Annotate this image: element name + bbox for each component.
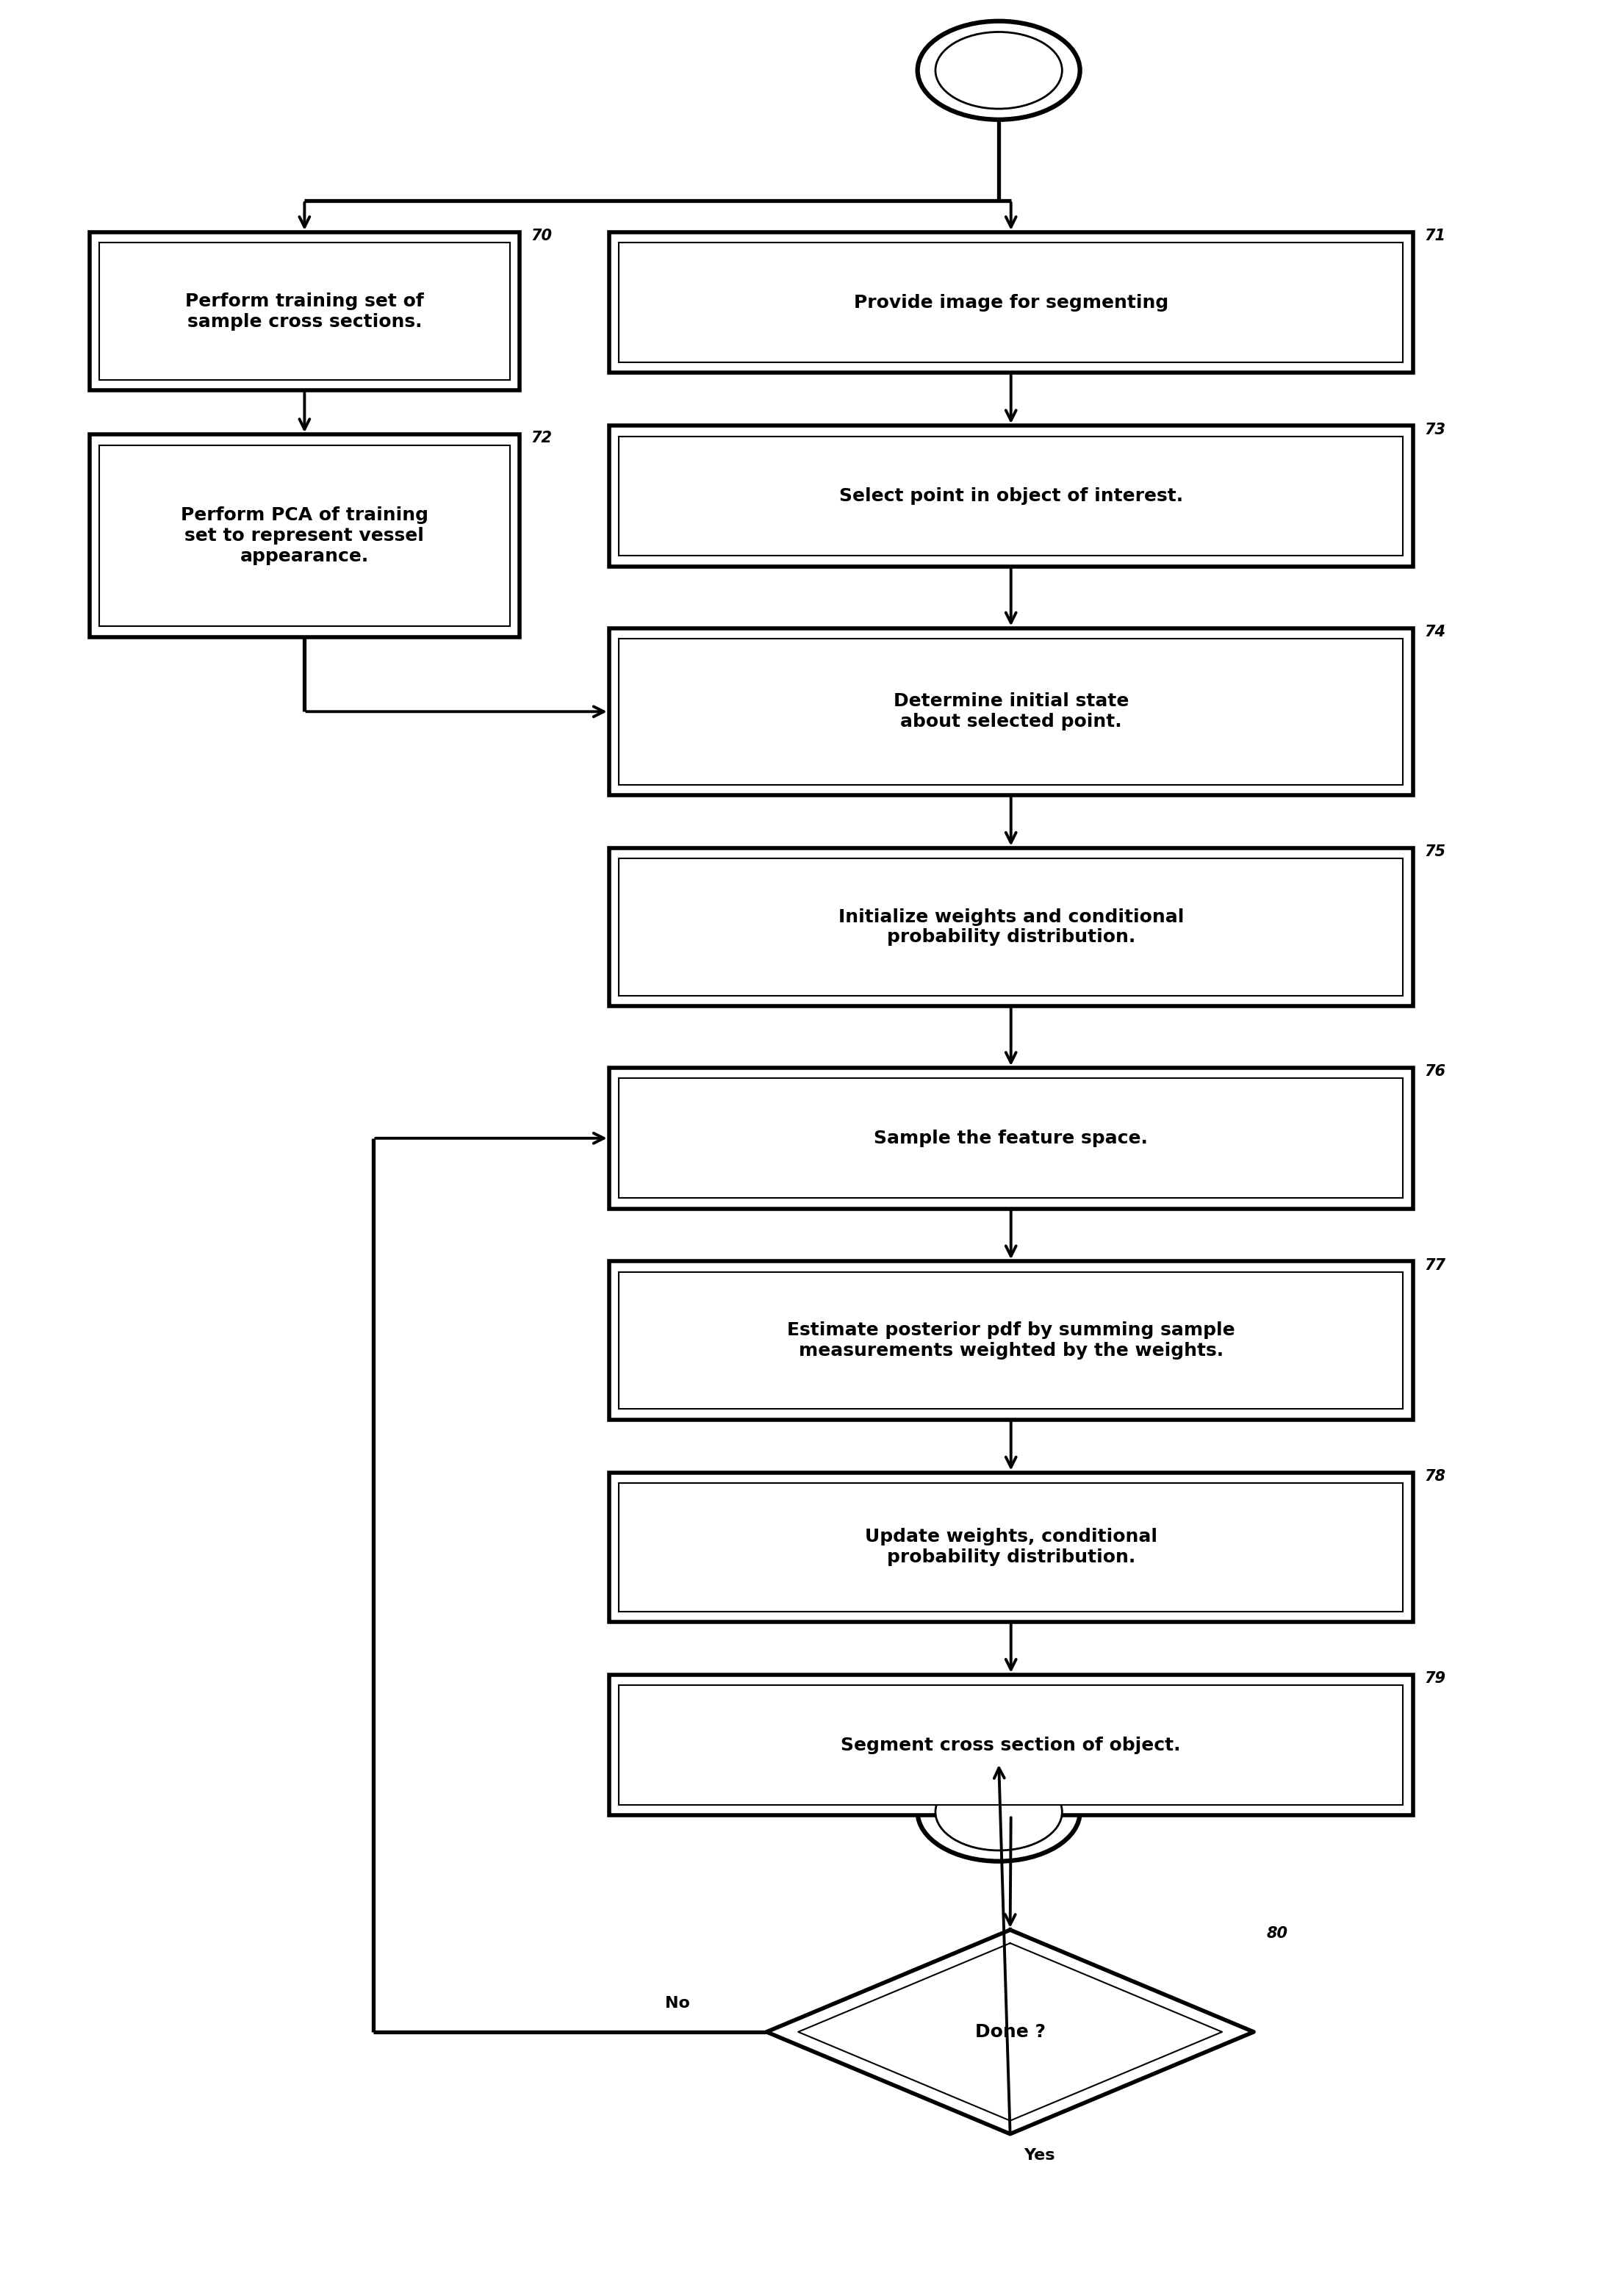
Text: 73: 73 [1424,423,1445,437]
Text: Done ?: Done ? [974,2024,1046,2040]
Text: 76: 76 [1424,1063,1445,1079]
Bar [619,1482,1403,1612]
Text: 75: 75 [1424,844,1445,860]
Bar [609,1262,1413,1420]
Bar [609,1473,1413,1621]
Ellipse shape [935,1775,1062,1850]
Bar [619,858,1403,995]
Bar [609,425,1413,567]
Bar [89,435,520,636]
Bar [609,233,1413,373]
Bar [89,233,520,391]
Bar [619,242,1403,361]
Text: No: No [664,1997,690,2010]
Bar [99,446,510,627]
Bar [619,437,1403,556]
Text: 79: 79 [1424,1672,1445,1686]
Text: 72: 72 [531,430,552,446]
Bar [619,1079,1403,1198]
Text: Update weights, conditional
probability distribution.: Update weights, conditional probability … [864,1528,1158,1567]
Text: 77: 77 [1424,1258,1445,1272]
Text: 78: 78 [1424,1468,1445,1484]
Bar [619,638,1403,784]
Bar [99,242,510,380]
Bar [619,1686,1403,1804]
Ellipse shape [918,21,1080,119]
Ellipse shape [918,1763,1080,1862]
Text: Determine initial state
about selected point.: Determine initial state about selected p… [893,693,1129,730]
Ellipse shape [935,32,1062,110]
Text: 74: 74 [1424,624,1445,640]
Bar [609,1068,1413,1208]
Text: Perform PCA of training
set to represent vessel
appearance.: Perform PCA of training set to represent… [180,505,429,565]
Text: 80: 80 [1267,1926,1288,1942]
Text: Initialize weights and conditional
probability distribution.: Initialize weights and conditional proba… [838,908,1184,947]
Text: Select point in object of interest.: Select point in object of interest. [840,487,1182,505]
Text: Segment cross section of object.: Segment cross section of object. [841,1736,1181,1754]
Bar [619,1272,1403,1409]
Text: Provide image for segmenting: Provide image for segmenting [854,293,1168,311]
Bar [609,848,1413,1006]
Text: 71: 71 [1424,229,1445,242]
Text: Yes: Yes [1023,2147,1056,2164]
Text: Perform training set of
sample cross sections.: Perform training set of sample cross sec… [185,293,424,329]
Polygon shape [767,1930,1254,2134]
Text: 70: 70 [531,229,552,242]
Text: Sample the feature space.: Sample the feature space. [874,1130,1148,1148]
Bar [609,629,1413,796]
Bar [609,1674,1413,1816]
Text: Estimate posterior pdf by summing sample
measurements weighted by the weights.: Estimate posterior pdf by summing sample… [788,1322,1234,1358]
